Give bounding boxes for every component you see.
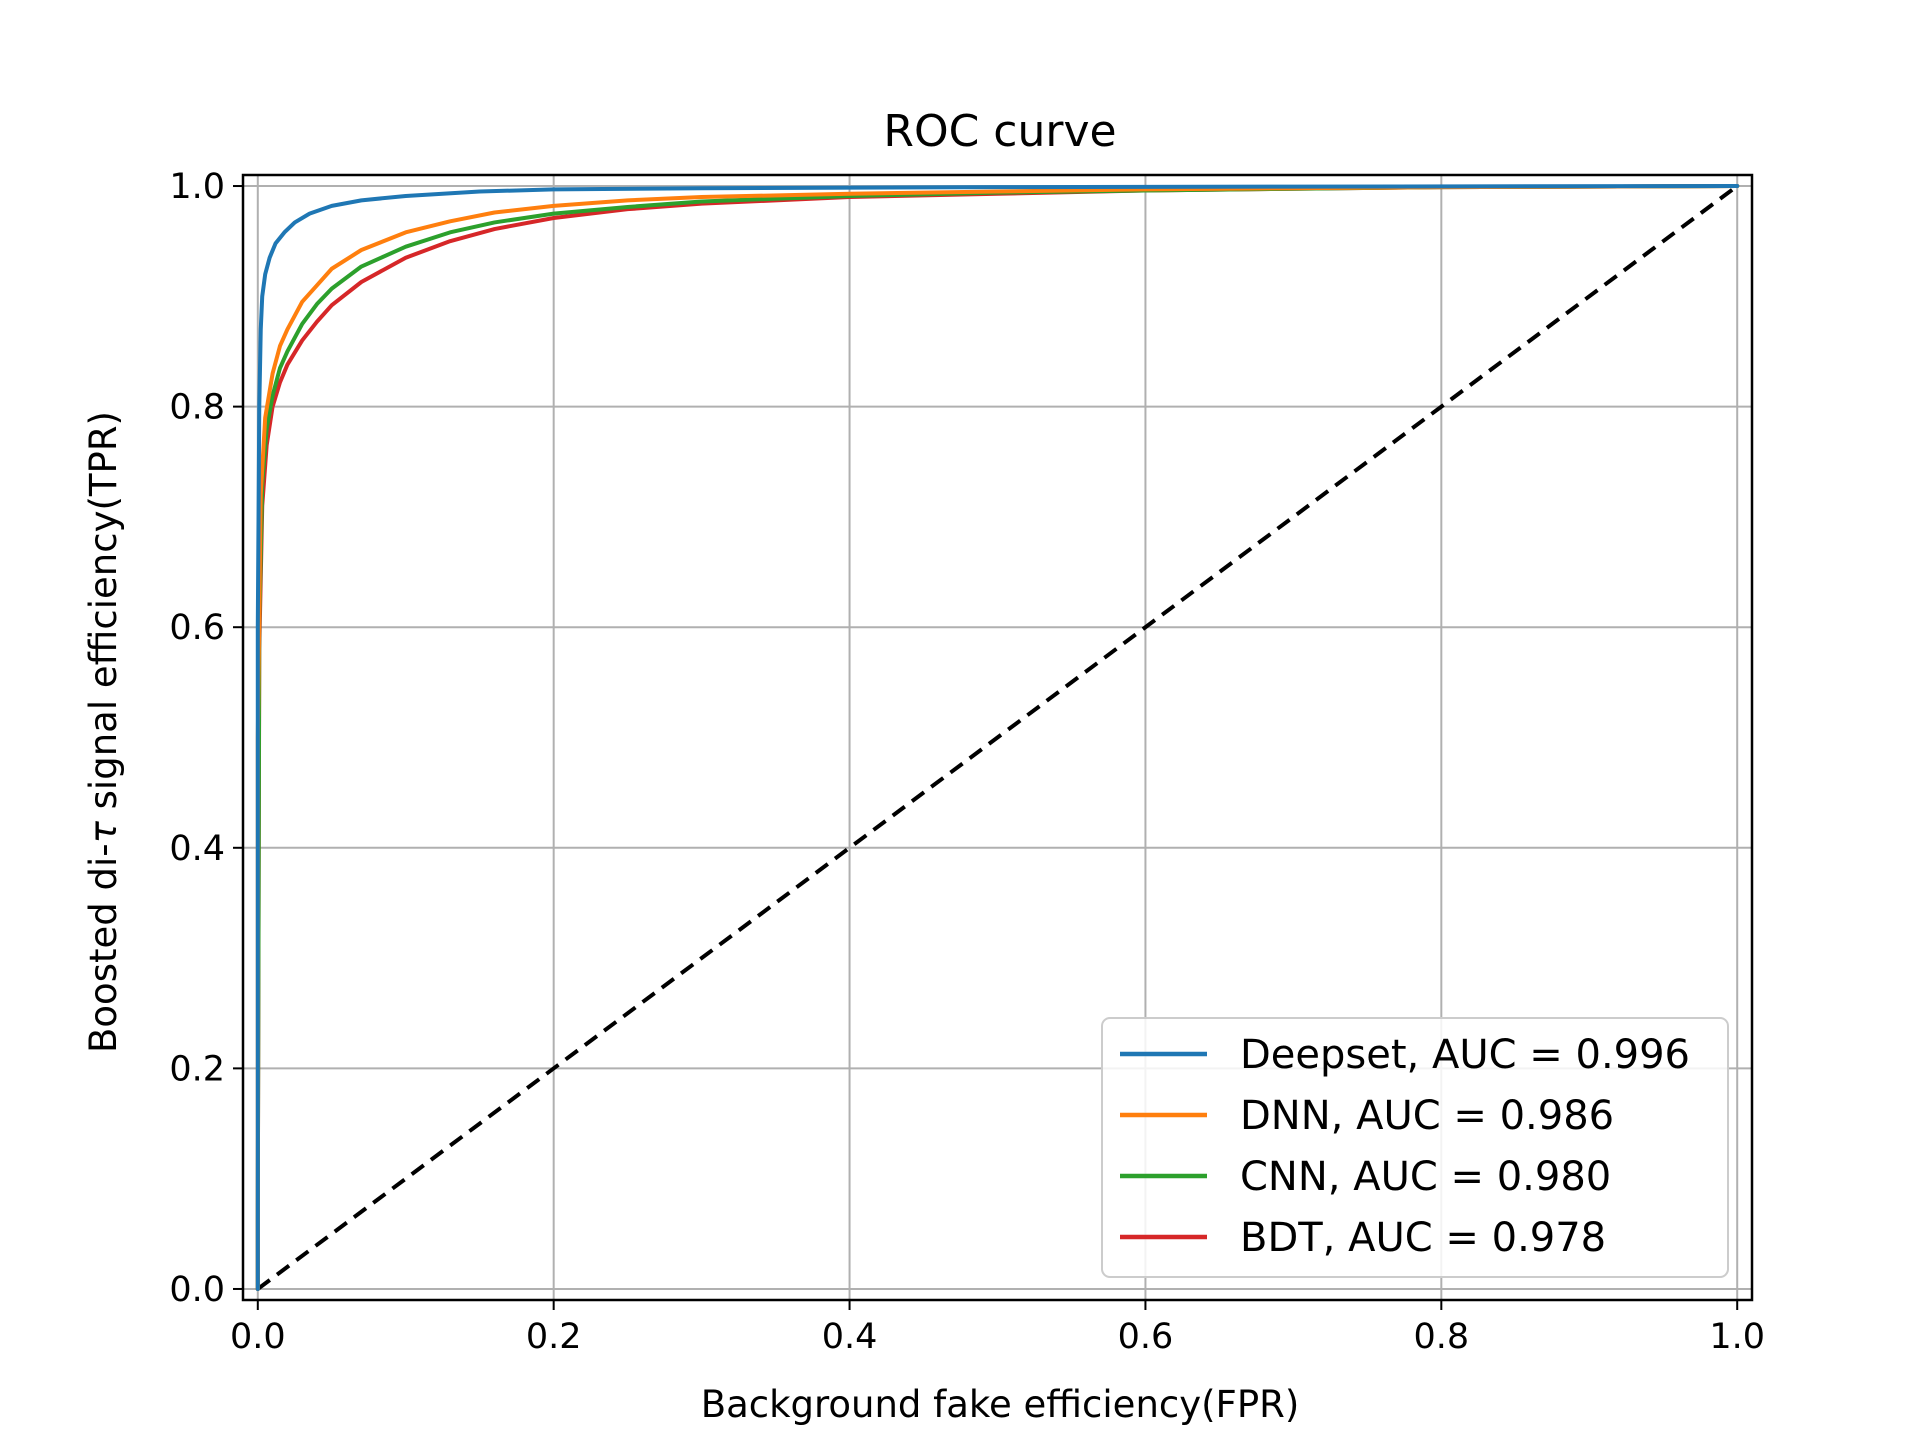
x-tick-label: 0.8	[1413, 1317, 1469, 1357]
grid	[243, 175, 1752, 1300]
y-tick-label: 0.2	[169, 1049, 225, 1089]
y-axis-label-suffix: signal efficiency(TPR)	[82, 411, 125, 821]
series-lines	[255, 184, 1740, 1291]
y-tick-label: 0.4	[169, 829, 225, 869]
legend-label-dnn: DNN, AUC = 0.986	[1240, 1093, 1614, 1139]
x-axis-label: Background fake efficiency(FPR)	[701, 1383, 1300, 1426]
x-tick-label: 0.4	[822, 1317, 878, 1357]
x-axis-ticks: 0.0 0.2 0.4 0.6 0.8 1.0	[230, 1300, 1765, 1357]
y-tick-label: 0.8	[169, 388, 225, 428]
y-tick-label: 1.0	[169, 167, 225, 207]
y-axis-label-symbol: τ	[82, 820, 125, 843]
legend-box	[1101, 1017, 1729, 1278]
series-line-dnn	[255, 184, 1740, 1291]
x-tick-label: 0.0	[230, 1317, 286, 1357]
y-tick-label: 0.0	[169, 1270, 225, 1310]
x-tick-label: 0.2	[526, 1317, 582, 1357]
y-axis-label: Boosted di-τ signal efficiency(TPR)	[82, 411, 125, 1053]
chart-title: ROC curve	[883, 106, 1116, 157]
reference-diagonal	[256, 184, 1739, 1291]
legend: Deepset, AUC = 0.996 DNN, AUC = 0.986 CNN,…	[1101, 1017, 1729, 1278]
reference-diagonal-line	[256, 184, 1739, 1291]
y-axis-ticks: 0.0 0.2 0.4 0.6 0.8 1.0	[169, 167, 243, 1310]
y-axis-label-prefix: Boosted di-	[82, 843, 125, 1053]
x-tick-label: 1.0	[1709, 1317, 1765, 1357]
series-line-deepset	[255, 184, 1740, 1291]
legend-label-deepset: Deepset, AUC = 0.996	[1240, 1032, 1690, 1078]
legend-label-bdt: BDT, AUC = 0.978	[1240, 1215, 1606, 1261]
legend-label-cnn: CNN, AUC = 0.980	[1240, 1154, 1611, 1200]
x-tick-label: 0.6	[1118, 1317, 1174, 1357]
y-tick-label: 0.6	[169, 608, 225, 648]
plot-frame	[241, 173, 1754, 1302]
